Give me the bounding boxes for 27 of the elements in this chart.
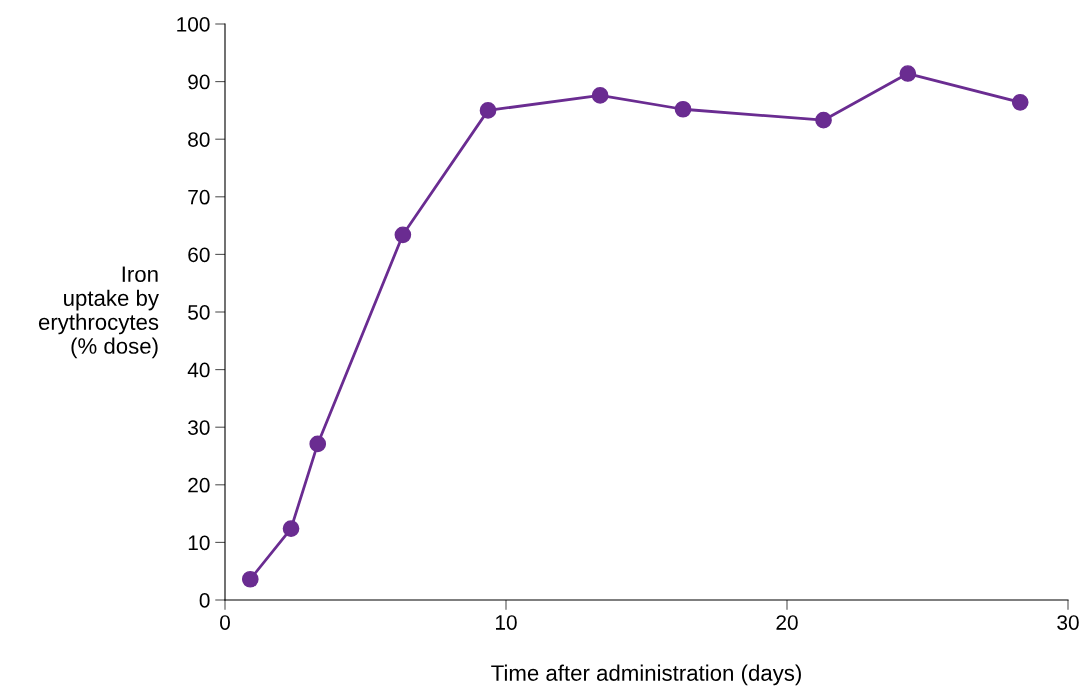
y-tick-label: 10 — [188, 535, 210, 551]
y-tick-label: 60 — [188, 247, 210, 263]
y-tick-label: 90 — [188, 74, 210, 90]
point — [899, 65, 917, 82]
x-tick-label: 10 — [496, 615, 517, 630]
point — [815, 111, 832, 129]
point — [241, 570, 259, 588]
y-axis-title: Iron uptake by erythrocytes (% dose) — [38, 266, 159, 359]
x-tick-label: 20 — [776, 615, 798, 630]
y-tick-label: 40 — [187, 362, 210, 378]
x-axis-title: Time after administration (days) — [491, 664, 801, 686]
y-tick-label: 50 — [188, 305, 210, 320]
point — [282, 520, 300, 537]
point — [591, 87, 609, 104]
y-tick-label: 70 — [188, 189, 210, 205]
y-tick-label: 0 — [199, 593, 210, 608]
point — [309, 435, 327, 453]
point — [394, 226, 412, 244]
y-tick-label: 30 — [188, 420, 210, 435]
y-tick-label: 80 — [188, 132, 210, 147]
x-tick-label: 0 — [220, 615, 230, 630]
x-tick-label: 30 — [1057, 615, 1079, 630]
point — [479, 102, 497, 119]
point — [1011, 94, 1029, 111]
point — [674, 100, 692, 118]
y-tick-label: 20 — [188, 477, 210, 493]
y-tick-label: 100 — [177, 17, 210, 32]
